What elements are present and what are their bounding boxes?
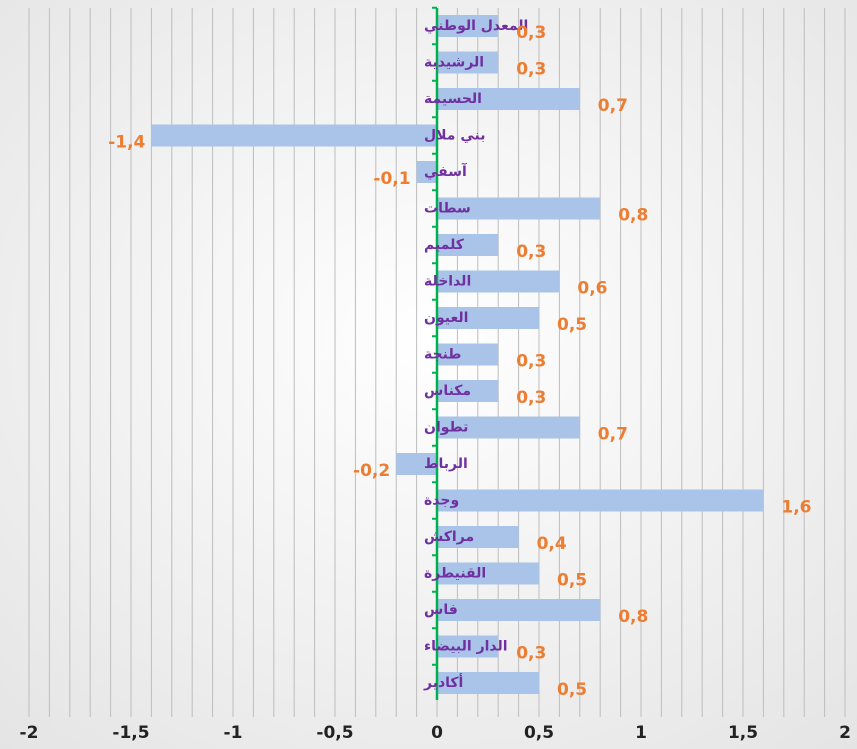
category-label: وجدة: [424, 493, 459, 509]
category-label: العيون: [424, 310, 468, 326]
data-label: 0,5: [557, 315, 587, 335]
x-tick-label: 1,5: [728, 723, 758, 743]
data-label: -1,4: [108, 133, 145, 153]
category-label: فاس: [424, 602, 458, 618]
category-label: الرباط: [424, 456, 468, 472]
bar: [437, 197, 601, 220]
x-tick-label: 2: [839, 723, 851, 743]
category-label: آسفي: [424, 162, 468, 180]
data-label: 0,3: [516, 60, 546, 80]
data-label: 0,3: [516, 644, 546, 664]
bar: [396, 453, 437, 475]
bar: [437, 599, 601, 621]
x-tick-label: -2: [20, 723, 39, 743]
data-label: 0,7: [598, 425, 628, 445]
data-label: -0,2: [353, 461, 390, 481]
x-tick-label: -0,5: [316, 723, 353, 743]
bar: [437, 489, 764, 512]
data-label: 0,7: [598, 96, 628, 116]
category-label: المعدل الوطني: [424, 18, 528, 34]
bar: [416, 161, 437, 183]
data-label: 0,6: [577, 279, 607, 299]
bar: [437, 51, 499, 74]
bar: [437, 526, 519, 548]
bar: [437, 562, 539, 585]
data-label: 0,5: [557, 680, 587, 700]
bar: [437, 416, 580, 439]
bar: [437, 380, 499, 402]
category-label: تطوان: [424, 420, 468, 436]
x-tick-label: 1: [635, 723, 647, 743]
data-label: 0,4: [537, 534, 567, 554]
data-label: -0,1: [373, 169, 410, 189]
bar: [437, 343, 499, 366]
category-label: القنيطرة: [424, 566, 486, 582]
category-label: الحسيمة: [424, 91, 482, 107]
data-label: 0,5: [557, 571, 587, 591]
category-label: الداخلة: [424, 274, 471, 290]
bar: [437, 234, 499, 256]
x-tick-label: -1,5: [112, 723, 149, 743]
category-label: سطات: [424, 201, 471, 217]
category-label: الرشيدية: [424, 55, 484, 71]
x-tick-label: 0,5: [524, 723, 554, 743]
bar: [437, 15, 499, 37]
bar: [151, 124, 437, 147]
bar: [437, 635, 499, 658]
data-label: 0,3: [516, 352, 546, 372]
bar: [437, 672, 539, 694]
data-label: 0,3: [516, 388, 546, 408]
bar: [437, 270, 560, 293]
bar: [437, 88, 580, 110]
category-label: طنجة: [424, 347, 461, 363]
category-label: أكادير: [423, 673, 463, 691]
data-label: 0,3: [516, 242, 546, 262]
data-label: 0,8: [618, 607, 648, 627]
x-tick-label: -1: [224, 723, 243, 743]
data-label: 0,3: [516, 23, 546, 43]
x-tick-label: 0: [431, 723, 443, 743]
category-label: مراكش: [424, 529, 474, 545]
data-label: 1,6: [781, 498, 811, 518]
category-label: الدار البيضاء: [424, 639, 508, 655]
data-label: 0,8: [618, 206, 648, 226]
category-label: كلميم: [424, 237, 465, 253]
category-label: مكناس: [424, 383, 471, 399]
bar: [437, 307, 539, 329]
category-label: بني ملال: [424, 128, 485, 144]
